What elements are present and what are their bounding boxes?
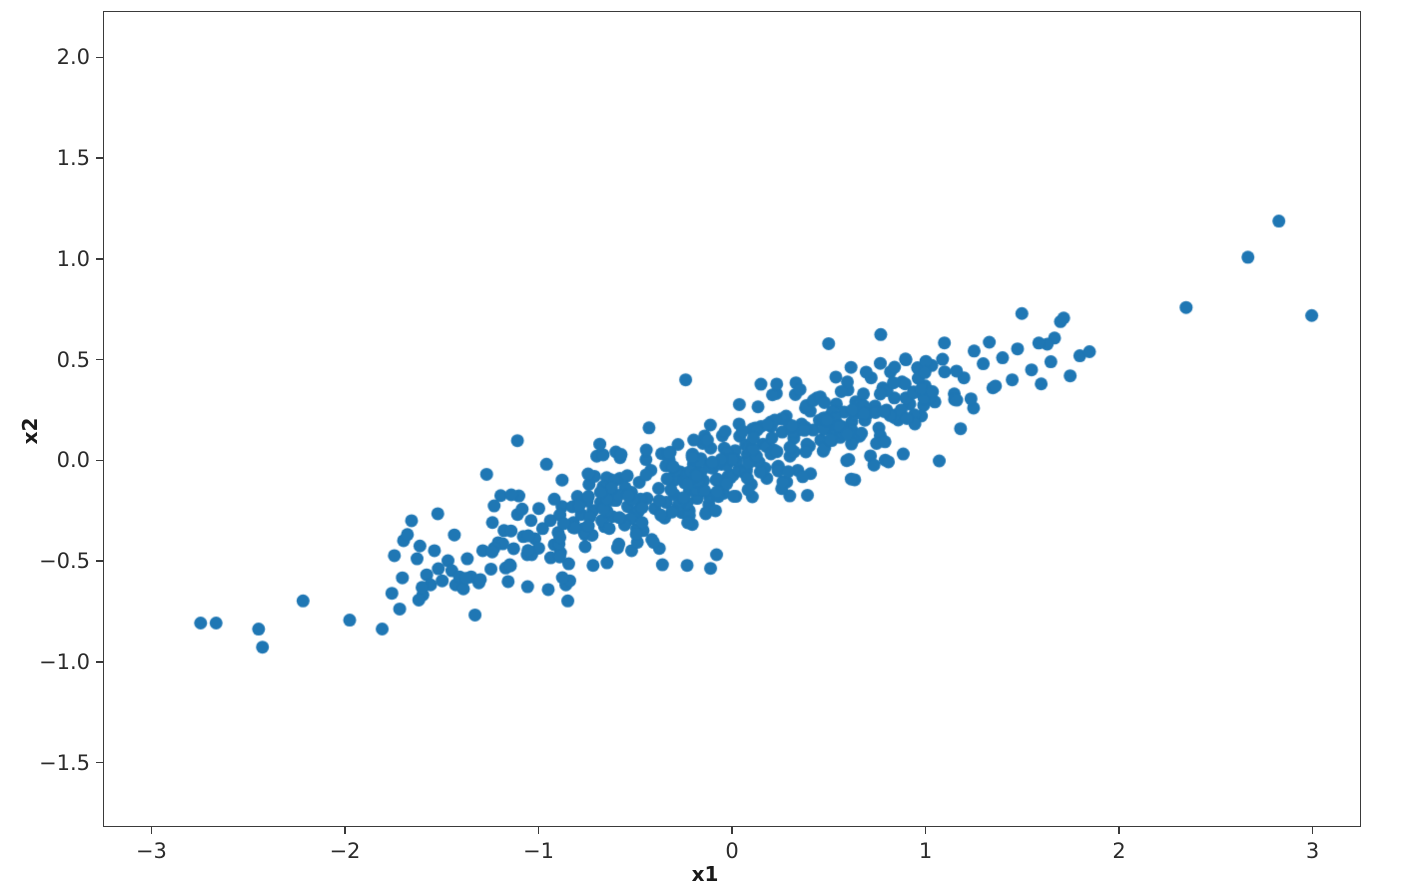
y-tick-mark <box>96 157 103 159</box>
axes-frame <box>103 11 1361 827</box>
x-tick-label: 2 <box>1112 839 1126 863</box>
scatter-points-canvas <box>104 12 1360 826</box>
y-tick-mark <box>96 560 103 562</box>
y-tick-label: −1.5 <box>39 750 90 775</box>
y-tick-label: 0.0 <box>56 448 90 473</box>
y-tick-label: −0.5 <box>39 549 90 574</box>
y-tick-mark <box>96 761 103 764</box>
x-tick-mark <box>1311 827 1314 834</box>
y-tick-label: 2.0 <box>56 45 90 70</box>
x-tick-mark <box>924 827 927 834</box>
y-tick-mark <box>96 258 103 260</box>
y-tick-label: 1.0 <box>56 246 90 271</box>
x-tick-mark <box>537 827 540 834</box>
y-tick-label: 0.5 <box>56 347 90 372</box>
x-axis-label: x1 <box>691 862 719 886</box>
x-tick-label: 0 <box>725 839 739 863</box>
x-tick-label: 3 <box>1305 839 1320 863</box>
x-tick-label: −1 <box>522 839 554 863</box>
y-tick-mark <box>96 358 103 361</box>
y-tick-mark <box>96 660 103 663</box>
x-tick-mark <box>1118 827 1120 834</box>
x-tick-label: −2 <box>329 839 361 863</box>
y-tick-label: 1.5 <box>56 146 90 171</box>
x-tick-mark <box>731 827 733 834</box>
y-tick-mark <box>96 459 103 462</box>
y-axis-label: x2 <box>18 417 42 445</box>
x-tick-mark <box>150 827 153 834</box>
x-tick-mark <box>344 827 346 834</box>
y-tick-mark <box>96 56 103 59</box>
x-tick-label: −3 <box>135 839 167 863</box>
y-tick-label: −1.0 <box>39 649 90 674</box>
x-tick-label: 1 <box>918 839 933 863</box>
